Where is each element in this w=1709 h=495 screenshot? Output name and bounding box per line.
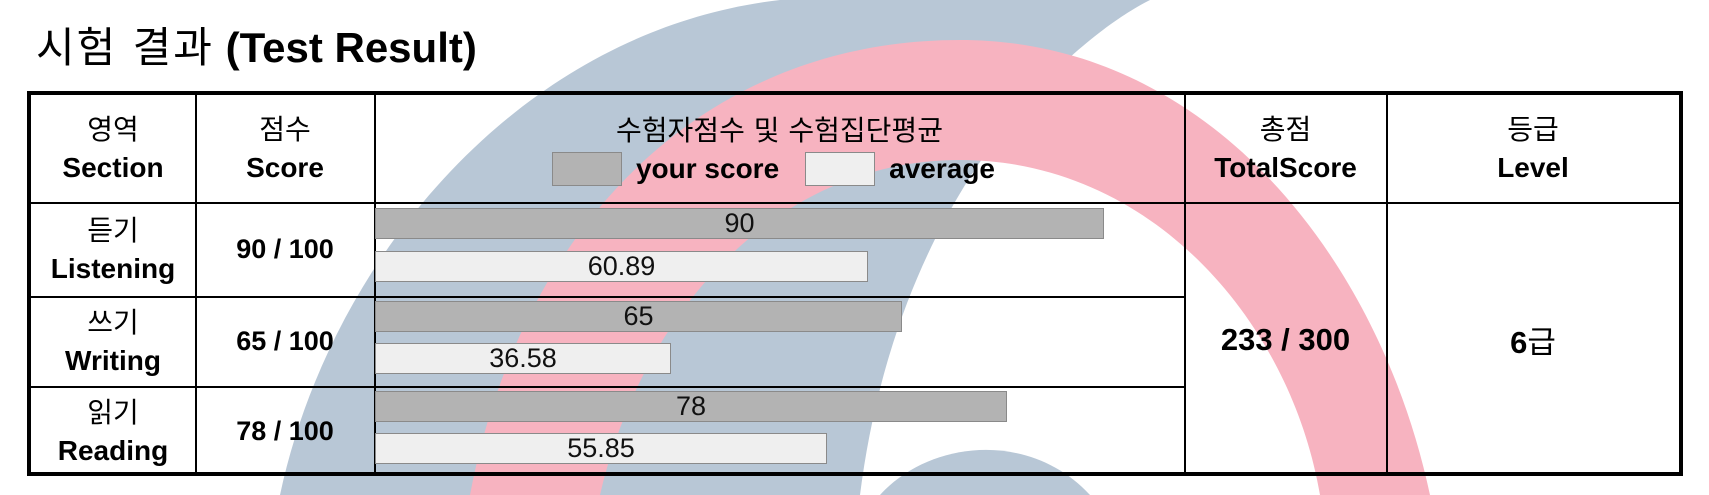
legend-label-yours: your score [636,153,779,185]
title-english: (Test Result) [226,24,477,71]
score-listening: 90 / 100 [196,203,374,296]
chart-row: 78 55.85 [375,387,1184,476]
bar-average-reading: 55.85 [375,433,827,464]
total-score-value: 233 / 300 [1185,203,1386,476]
bar-your-score-writing: 65 [375,301,902,332]
legend-swatch-average [805,152,875,186]
title-korean: 시험 결과 [36,23,214,72]
level-suffix: 급 [1527,325,1556,361]
level-number: 6 [1510,325,1527,360]
bar-average-writing: 36.58 [375,343,671,374]
row-section-writing: 쓰기 Writing [31,297,195,386]
header-score-en: Score [246,149,324,187]
score-reading: 78 / 100 [196,387,374,476]
header-score: 점수 Score [196,95,374,202]
header-section-en: Section [62,149,163,187]
header-level: 등급 Level [1387,95,1679,202]
row-section-listening: 듣기 Listening [31,203,195,296]
header-total-en: TotalScore [1214,149,1357,187]
legend-swatch-yours [552,152,622,186]
header-score-ko: 점수 [259,111,311,149]
page-title: 시험 결과 (Test Result) [36,18,477,78]
header-total: 총점 TotalScore [1185,95,1386,202]
section-en: Writing [65,342,161,380]
level-value: 6급 [1387,203,1679,476]
header-chart: 수험자점수 및 수험집단평균 your score average [375,95,1184,202]
score-writing: 65 / 100 [196,297,374,386]
section-ko: 듣기 [87,212,139,250]
chart-legend: your score average [552,152,1007,186]
section-ko: 쓰기 [87,304,139,342]
section-en: Reading [58,432,168,470]
header-chart-ko: 수험자점수 및 수험집단평균 [616,112,943,150]
bar-your-score-reading: 78 [375,391,1007,422]
header-level-ko: 등급 [1507,111,1559,149]
chart-row: 65 36.58 [375,297,1184,386]
chart-row: 90 60.89 [375,203,1184,296]
bar-your-score-listening: 90 [375,208,1104,239]
header-section: 영역 Section [31,95,195,202]
result-table: 영역 Section 점수 Score 수험자점수 및 수험집단평균 your … [27,91,1683,476]
bar-average-listening: 60.89 [375,251,868,282]
row-section-reading: 읽기 Reading [31,387,195,476]
header-total-ko: 총점 [1260,111,1312,149]
legend-label-average: average [889,153,995,185]
header-section-ko: 영역 [87,111,139,149]
header-level-en: Level [1497,149,1569,187]
section-en: Listening [51,250,175,288]
section-ko: 읽기 [87,394,139,432]
